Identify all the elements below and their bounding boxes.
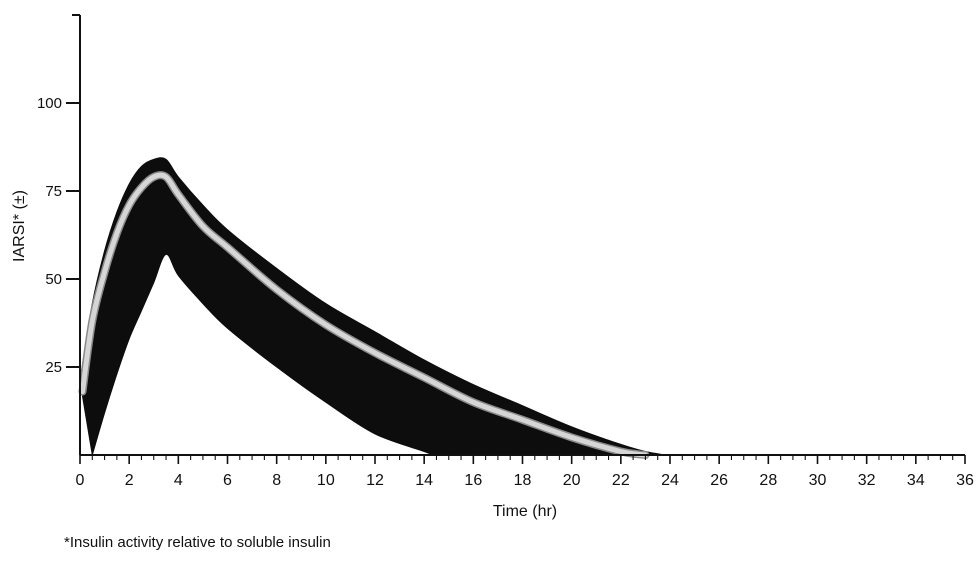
x-tick-label: 36: [956, 472, 974, 489]
x-tick-label: 20: [563, 472, 581, 489]
x-tick-label: 12: [366, 472, 384, 489]
x-axis-label: Time (hr): [493, 503, 557, 520]
x-tick-label: 6: [223, 472, 232, 489]
x-tick-label: 4: [174, 472, 183, 489]
x-tick-label: 28: [759, 472, 777, 489]
footnote: *Insulin activity relative to soluble in…: [64, 534, 331, 551]
x-tick-label: 30: [809, 472, 827, 489]
y-tick-label: 50: [45, 271, 62, 288]
variability-band: [79, 157, 666, 456]
y-tick-label: 75: [45, 183, 62, 200]
x-tick-label: 34: [907, 472, 925, 489]
y-tick-label: 100: [37, 95, 62, 112]
x-tick-label: 10: [317, 472, 335, 489]
x-tick-label: 32: [858, 472, 876, 489]
x-tick-label: 14: [415, 472, 433, 489]
x-tick-label: 2: [125, 472, 134, 489]
x-tick-label: 8: [272, 472, 281, 489]
plot-area: [78, 157, 666, 459]
x-tick-label: 26: [710, 472, 728, 489]
x-tick-label: 24: [661, 472, 679, 489]
x-tick-label: 16: [464, 472, 482, 489]
x-tick-label: 0: [76, 472, 85, 489]
x-tick-label: 18: [514, 472, 532, 489]
y-tick-label: 25: [45, 359, 62, 376]
y-axis-label: IARSI* (±): [11, 190, 28, 262]
x-tick-label: 22: [612, 472, 630, 489]
mean-curve: [80, 172, 648, 458]
